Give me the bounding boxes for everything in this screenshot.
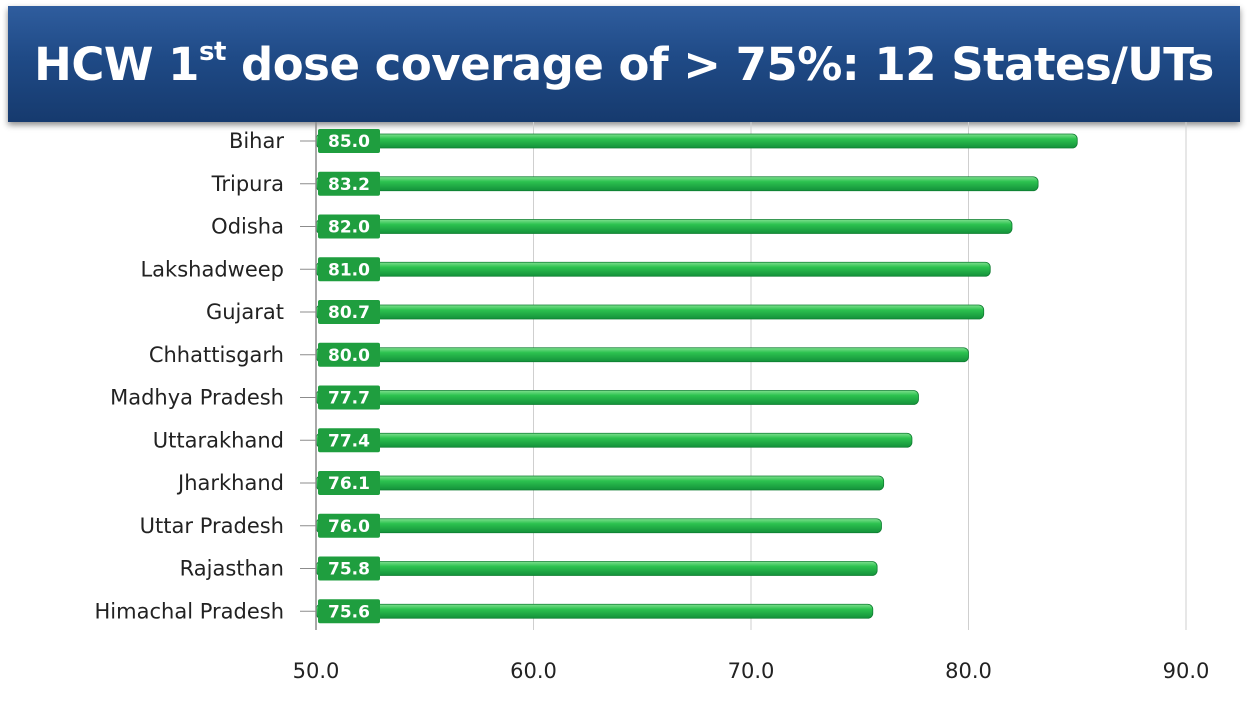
data-label-box — [318, 129, 380, 153]
x-tick-label: 70.0 — [728, 659, 775, 683]
data-label-box — [318, 599, 380, 624]
bar — [315, 176, 1039, 192]
bar — [315, 518, 882, 534]
data-label-box — [318, 257, 380, 282]
data-label: 76.0 — [328, 517, 370, 537]
category-label: Madhya Pradesh — [110, 386, 284, 410]
data-label-box — [318, 342, 380, 367]
data-label-box — [318, 171, 380, 196]
data-label: 82.0 — [328, 218, 370, 238]
title-banner: HCW 1st dose coverage of > 75%: 12 State… — [8, 6, 1240, 122]
category-label: Tripura — [211, 172, 284, 196]
data-label-box — [318, 428, 380, 453]
data-label-box — [318, 300, 380, 324]
data-label: 83.2 — [328, 175, 370, 195]
data-label: 76.1 — [328, 474, 370, 494]
bar — [315, 475, 885, 491]
data-label: 75.8 — [328, 560, 370, 580]
data-label: 81.0 — [328, 260, 370, 280]
data-label: 77.7 — [328, 389, 370, 409]
bar — [315, 390, 919, 405]
gridlines — [533, 122, 1187, 630]
data-label-box — [318, 471, 380, 495]
data-label: 80.7 — [328, 303, 370, 323]
category-label: Jharkhand — [176, 471, 284, 495]
bar — [315, 603, 874, 619]
bar — [315, 347, 969, 363]
x-axis: 50.0 60.0 70.0 80.0 90.0 Bihar Tripura Odisha La… — [95, 122, 1210, 683]
data-label-box — [318, 556, 380, 581]
data-label: 75.6 — [328, 602, 370, 622]
bar — [315, 261, 991, 277]
bar — [315, 561, 878, 576]
category-label: Uttarakhand — [153, 428, 284, 452]
category-label: Rajasthan — [180, 557, 284, 581]
x-tick-label: 80.0 — [945, 659, 992, 683]
bar — [315, 219, 1013, 234]
data-label-box — [318, 513, 380, 538]
data-label: 85.0 — [328, 132, 370, 152]
category-label: Bihar — [229, 129, 284, 153]
title-prefix: HCW 1 — [34, 37, 199, 91]
title-superscript: st — [198, 36, 226, 67]
data-label-box — [318, 385, 380, 410]
title-suffix: dose coverage of > 75%: 12 States/UTs — [225, 37, 1214, 91]
category-label: Uttar Pradesh — [140, 514, 284, 538]
category-label: Gujarat — [206, 300, 284, 324]
category-label: Odisha — [211, 215, 284, 239]
bar — [315, 432, 913, 448]
category-label: Himachal Pradesh — [95, 599, 284, 623]
data-label: 80.0 — [328, 346, 370, 366]
category-label: Lakshadweep — [140, 257, 284, 281]
data-label: 77.4 — [328, 431, 370, 451]
data-label-box — [318, 214, 380, 239]
bars: 85.0 83.2 82.0 81.0 80.7 80.0 77.7 77.4 76.1 76.0… — [315, 129, 1078, 624]
chart-title: HCW 1st dose coverage of > 75%: 12 State… — [34, 36, 1214, 91]
x-tick-label: 60.0 — [510, 659, 557, 683]
x-tick-label: 90.0 — [1163, 659, 1210, 683]
x-tick-label: 50.0 — [293, 659, 340, 683]
bar — [315, 133, 1078, 149]
category-label: Chhattisgarh — [149, 343, 284, 367]
bar — [315, 304, 985, 320]
